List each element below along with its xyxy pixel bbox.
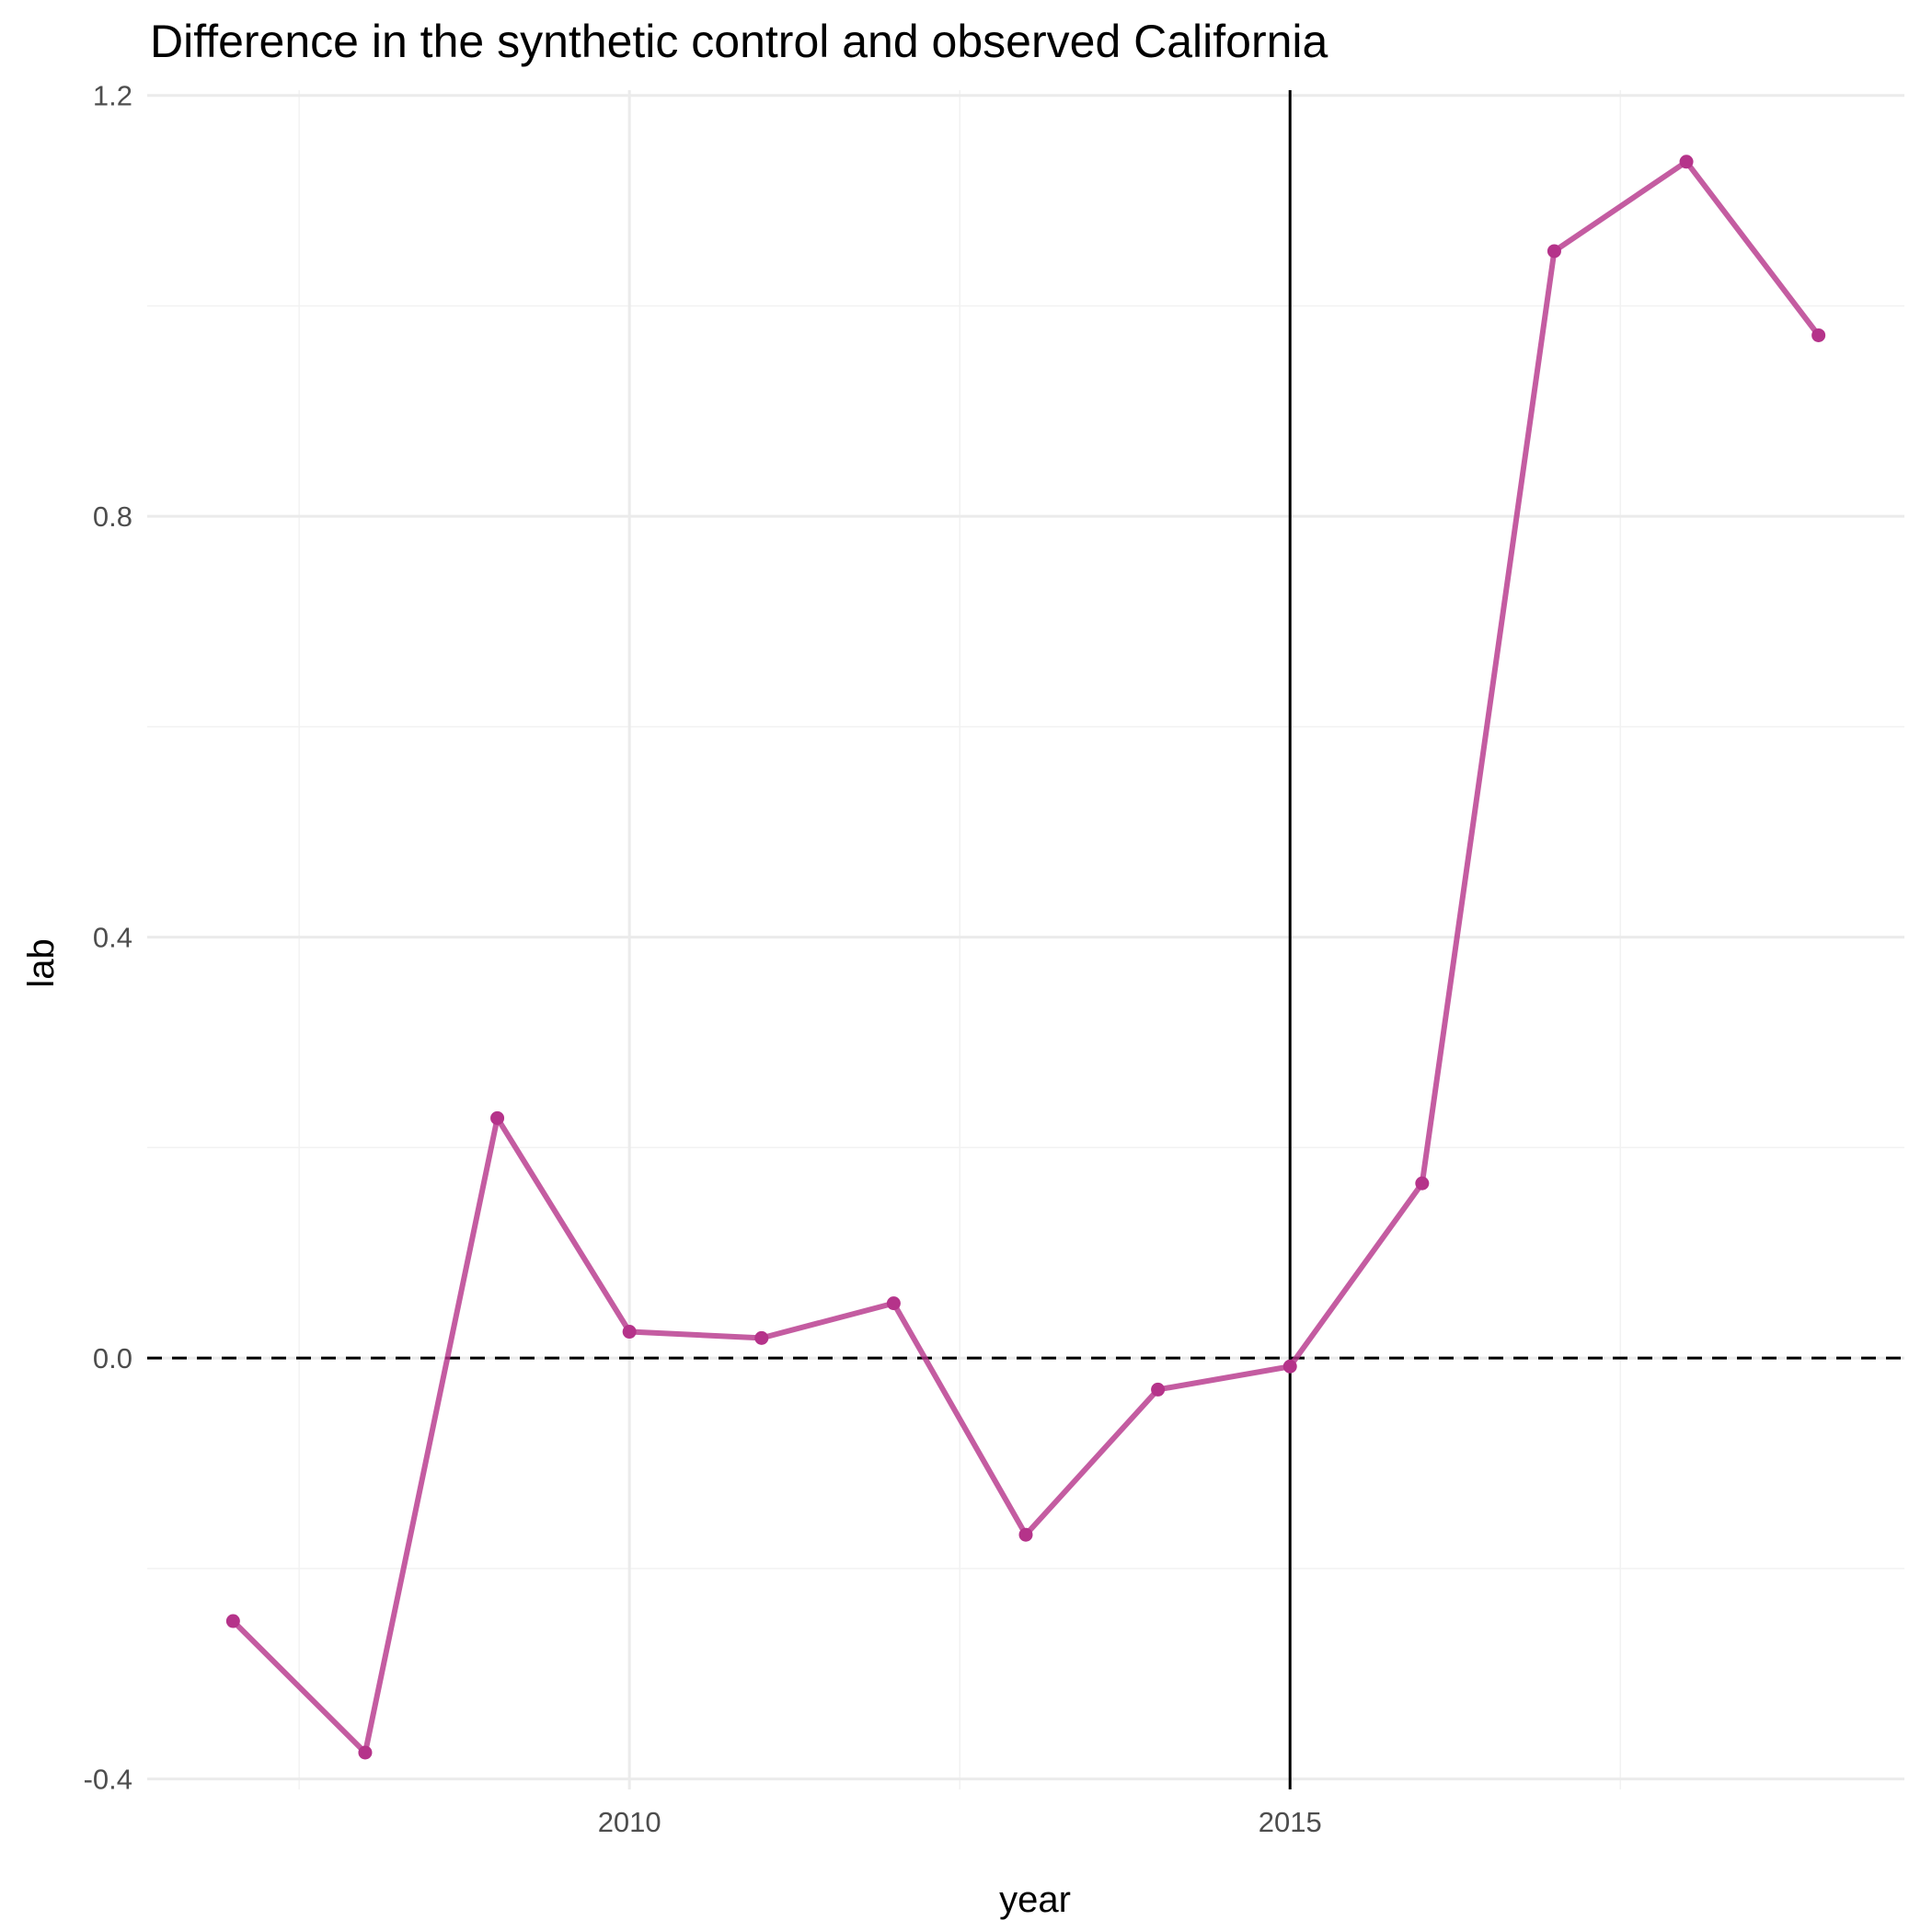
data-point (1018, 1527, 1033, 1542)
data-point (754, 1330, 769, 1345)
y-tick-label: -0.4 (84, 1764, 132, 1796)
data-point (622, 1325, 637, 1340)
chart-title: Difference in the synthetic control and … (150, 16, 1328, 67)
y-axis-ticks: -0.4 0.0 0.4 0.8 1.2 (84, 80, 132, 1796)
y-tick-label: 0.8 (93, 500, 132, 533)
y-tick-label: 1.2 (93, 80, 132, 112)
data-point (1811, 328, 1826, 342)
y-axis-title: lab (21, 938, 62, 987)
x-tick-label: 2010 (598, 1806, 661, 1838)
x-axis-ticks: 2010 2015 (598, 1806, 1322, 1838)
data-point (1282, 1359, 1297, 1374)
x-axis-title: year (999, 1880, 1071, 1920)
y-tick-label: 0.4 (93, 922, 132, 954)
data-point (225, 1614, 240, 1628)
data-point (1547, 244, 1561, 259)
reference-lines (147, 90, 1904, 1789)
data-point (358, 1745, 373, 1760)
data-point (490, 1110, 505, 1125)
y-tick-label: 0.0 (93, 1342, 132, 1374)
minor-gridlines (147, 90, 1904, 1789)
data-point (886, 1296, 901, 1311)
x-tick-label: 2015 (1259, 1806, 1322, 1838)
data-point (1415, 1176, 1430, 1190)
data-point (1151, 1382, 1166, 1397)
data-series (225, 155, 1826, 1760)
data-point (1679, 155, 1694, 169)
